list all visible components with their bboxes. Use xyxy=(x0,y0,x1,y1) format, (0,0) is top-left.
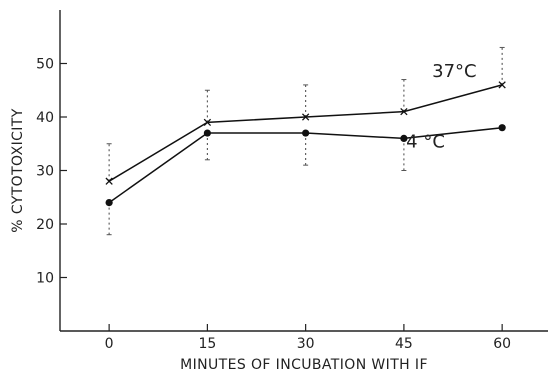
axes-layer xyxy=(59,10,548,332)
x-tick-label: 45 xyxy=(395,336,413,352)
x-tick-label: 60 xyxy=(493,336,511,352)
series-label-0: 37°C xyxy=(432,61,476,82)
data-point-circle xyxy=(498,124,506,132)
x-tick-label: 30 xyxy=(297,336,315,352)
data-point-x xyxy=(498,81,506,89)
data-point-circle xyxy=(400,134,408,142)
data-point-x xyxy=(203,118,212,127)
x-tick-label: 0 xyxy=(105,336,114,352)
x-axis-title: MINUTES OF INCUBATION WITH IF xyxy=(180,357,428,373)
data-point-x xyxy=(105,177,113,185)
y-tick-label: 10 xyxy=(36,271,54,287)
data-point-circle xyxy=(203,129,211,137)
y-tick-label: 30 xyxy=(36,164,54,180)
y-axis-title: % CYTOTOXICITY xyxy=(10,108,26,232)
y-tick-label: 50 xyxy=(36,57,54,73)
data-point-x xyxy=(400,107,408,116)
y-tick-label: 40 xyxy=(36,110,54,126)
x-tick-label: 15 xyxy=(198,336,216,352)
labels-layer: MINUTES OF INCUBATION WITH IF % CYTOTOXI… xyxy=(10,57,511,374)
data-point-x xyxy=(301,113,310,121)
markers-layer xyxy=(105,81,506,207)
data-point-circle xyxy=(105,199,113,207)
series-label-1: 4 °C xyxy=(406,132,445,153)
data-point-circle xyxy=(302,129,310,137)
y-tick-label: 20 xyxy=(36,217,54,233)
error-bars-layer xyxy=(106,46,505,236)
